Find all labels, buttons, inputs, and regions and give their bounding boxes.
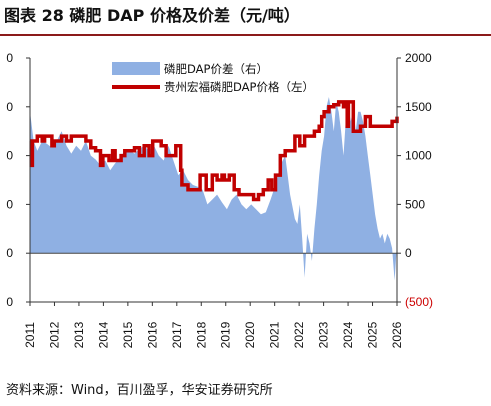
left-tick-label: 0	[6, 246, 13, 260]
right-tick-label: 2000	[405, 51, 432, 65]
x-tick-label: 2016	[145, 321, 159, 348]
x-tick-label: 2019	[219, 321, 233, 348]
source-note: 资料来源：Wind，百川盈孚，华安证券研究所	[6, 383, 273, 398]
chart-title: 图表 28 磷肥 DAP 价格及价差（元/吨）	[4, 6, 300, 25]
right-tick-label: 0	[405, 246, 412, 260]
x-tick-label: 2024	[341, 321, 355, 348]
right-tick-label: (500)	[405, 295, 433, 309]
x-tick-label: 2022	[292, 321, 306, 348]
left-tick-label: 0	[6, 51, 13, 65]
x-tick-label: 2018	[194, 321, 208, 348]
right-tick-label: 1000	[405, 149, 432, 163]
legend: 磷肥DAP价差（右） 贵州宏福磷肥DAP价格（左）	[112, 62, 314, 94]
x-tick-label: 2017	[170, 321, 184, 348]
left-tick-label: 0	[6, 197, 13, 211]
title-divider	[0, 34, 491, 36]
right-tick-label: 500	[405, 197, 425, 211]
x-tick-label: 2020	[243, 321, 257, 348]
legend-label-price: 贵州宏福磷肥DAP价格（左）	[164, 80, 314, 94]
x-tick-label: 2025	[366, 321, 380, 348]
left-tick-label: 0	[6, 295, 13, 309]
plot-area	[29, 97, 399, 281]
x-tick-label: 2013	[72, 321, 86, 348]
x-tick-label: 2014	[96, 321, 110, 348]
x-tick-label: 2015	[121, 321, 135, 348]
x-tick-label: 2021	[268, 321, 282, 348]
x-tick-label: 2011	[23, 322, 37, 348]
x-tick-label: 2012	[47, 321, 61, 348]
spread-area-series	[30, 97, 397, 281]
legend-swatch-spread	[112, 62, 160, 75]
legend-label-spread: 磷肥DAP价差（右）	[164, 62, 268, 76]
x-tick-label: 2023	[317, 321, 331, 348]
left-tick-label: 0	[6, 100, 13, 114]
axes: 0 0 0 0 0 0 2000 1500 1000 500 0 (500) 2011 2012 2013 2…	[6, 51, 433, 348]
right-tick-label: 1500	[405, 100, 432, 114]
x-tick-label: 2026	[390, 321, 404, 348]
price-line-series	[29, 100, 399, 202]
left-tick-label: 0	[6, 149, 13, 163]
